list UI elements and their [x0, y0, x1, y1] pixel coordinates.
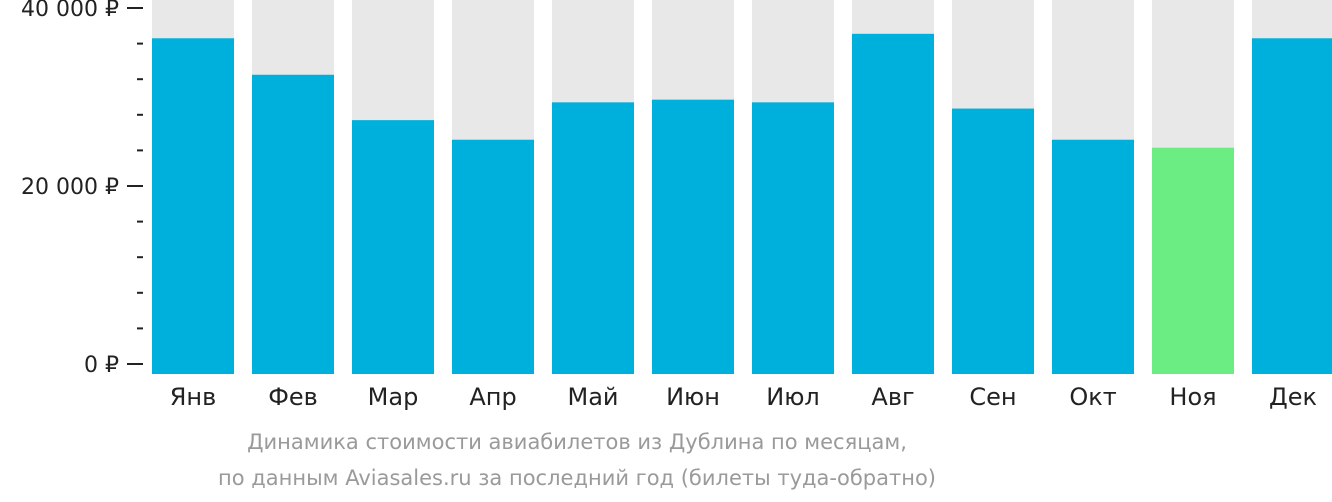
x-tick-label: Сен: [969, 383, 1016, 411]
chart-caption-line-2: по данным Aviasales.ru за последний год …: [218, 466, 936, 490]
bar-8: [852, 33, 934, 375]
bar-11: [1152, 147, 1234, 374]
bar-6: [652, 99, 734, 375]
x-tick-label: Мар: [368, 383, 419, 411]
bar-3: [352, 120, 434, 374]
bar-12: [1252, 38, 1332, 374]
x-tick-label: Окт: [1069, 383, 1116, 411]
x-tick-label: Май: [567, 383, 618, 411]
bar-5: [552, 102, 634, 374]
y-axis: 0 ₽ 20 000 ₽ 40 000 ₽: [21, 0, 143, 378]
y-tick-label: 40 000 ₽: [21, 0, 119, 22]
x-tick-label: Янв: [170, 383, 217, 411]
y-tick-label: 0 ₽: [84, 353, 119, 378]
y-tick-label: 20 000 ₽: [21, 175, 119, 200]
x-tick-label: Ноя: [1169, 383, 1216, 411]
bar-10: [1052, 139, 1134, 374]
bar-7: [752, 102, 834, 374]
bar-1: [152, 38, 234, 374]
bar-columns: [152, 0, 1332, 375]
chart-caption-line-1: Динамика стоимости авиабилетов из Дублин…: [247, 430, 907, 454]
x-tick-label: Фев: [268, 383, 318, 411]
x-axis: Янв Фев Мар Апр Май Июн Июл Авг Сен Окт Ноя Дек: [170, 383, 1317, 411]
x-tick-label: Авг: [871, 383, 914, 411]
x-tick-label: Апр: [469, 383, 516, 411]
x-tick-label: Июн: [666, 383, 720, 411]
x-tick-label: Июл: [766, 383, 820, 411]
price-bar-chart: 0 ₽ 20 000 ₽ 40 000 ₽ Янв Фев Мар Апр Май Июн Ию…: [21, 0, 1332, 411]
x-tick-label: Дек: [1269, 383, 1317, 411]
bar-4: [452, 139, 534, 374]
bar-9: [952, 108, 1034, 374]
bar-2: [252, 74, 334, 374]
